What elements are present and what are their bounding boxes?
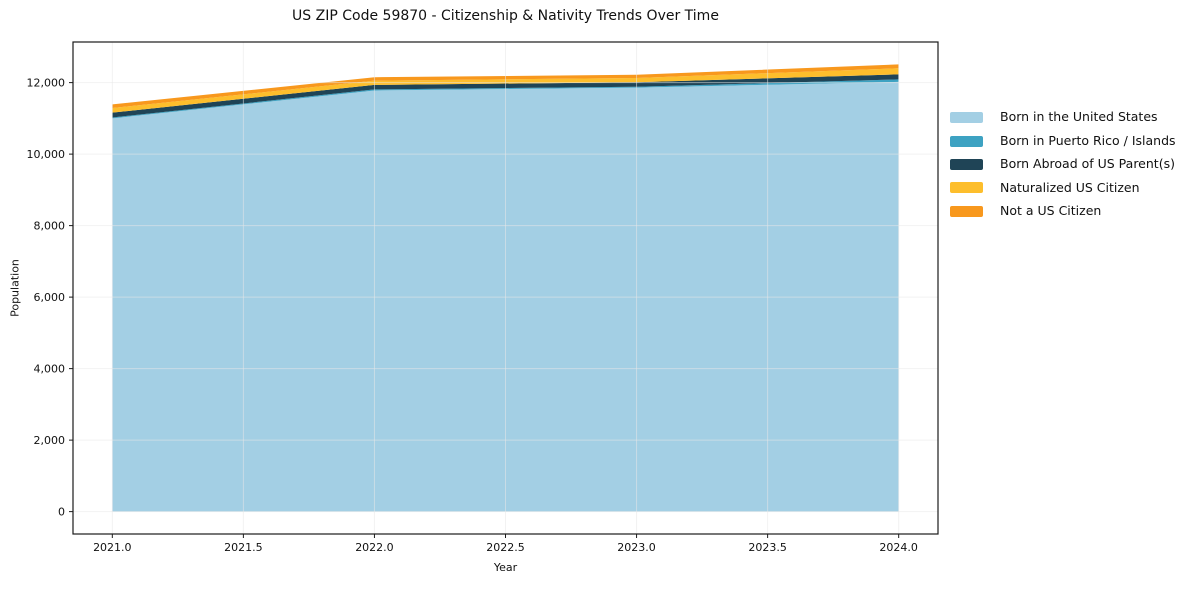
x-axis-label: Year — [493, 561, 518, 574]
legend: Born in the United States Born in Puerto … — [950, 106, 1176, 223]
legend-item: Born Abroad of US Parent(s) — [950, 153, 1176, 176]
gridlines — [73, 42, 938, 534]
area-born-in-puerto-rico-islands — [112, 79, 899, 119]
x-tick-label: 2024.0 — [879, 541, 918, 554]
y-tick-label: 6,000 — [34, 291, 66, 304]
legend-swatch — [950, 135, 983, 147]
y-tick-label: 0 — [58, 506, 65, 519]
tick-marks — [69, 82, 900, 538]
x-tick-label: 2023.0 — [617, 541, 656, 554]
x-tick-label: 2022.5 — [486, 541, 525, 554]
y-tick-label: 12,000 — [27, 77, 66, 90]
tick-labels: 2021.0 2021.5 2022.0 2022.5 2023.0 2023.5 2024… — [27, 77, 918, 554]
y-tick-label: 2,000 — [34, 434, 66, 447]
legend-item: Naturalized US Citizen — [950, 176, 1176, 199]
legend-label: Naturalized US Citizen — [1000, 179, 1140, 195]
x-tick-label: 2023.5 — [748, 541, 787, 554]
y-tick-label: 4,000 — [34, 363, 66, 376]
area-born-abroad-of-us-parent-s — [112, 74, 899, 118]
x-tick-label: 2021.5 — [224, 541, 263, 554]
y-tick-label: 8,000 — [34, 220, 66, 233]
legend-item: Not a US Citizen — [950, 200, 1176, 223]
y-axis-label: Population — [8, 259, 22, 317]
legend-label: Not a US Citizen — [1000, 203, 1102, 218]
y-tick-label: 10,000 — [27, 148, 66, 161]
x-tick-label: 2021.0 — [93, 541, 132, 554]
legend-swatch — [950, 182, 983, 194]
legend-label: Born Abroad of US Parent(s) — [1000, 156, 1175, 172]
area-naturalized-us-citizen — [112, 68, 899, 113]
legend-swatch — [950, 112, 983, 124]
legend-item: Born in the United States — [950, 106, 1176, 129]
legend-swatch — [950, 205, 983, 217]
legend-label: Born in the United States — [1000, 109, 1158, 125]
legend-item: Born in Puerto Rico / Islands — [950, 129, 1176, 152]
legend-swatch — [950, 158, 983, 170]
x-tick-label: 2022.0 — [355, 541, 394, 554]
chart-title: US ZIP Code 59870 - Citizenship & Nativi… — [292, 8, 719, 24]
area-not-a-us-citizen — [112, 64, 899, 108]
legend-label: Born in Puerto Rico / Islands — [1000, 132, 1176, 148]
